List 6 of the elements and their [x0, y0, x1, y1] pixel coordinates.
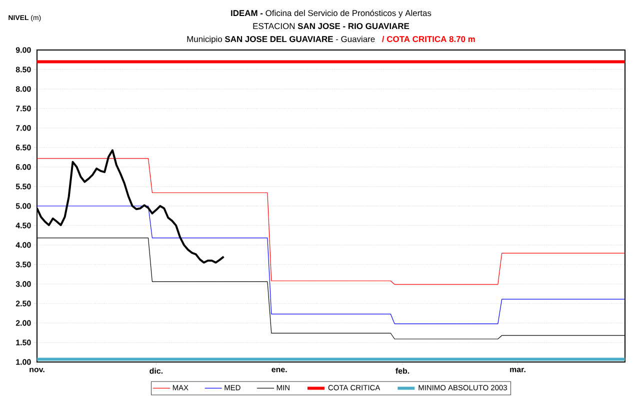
- text: / COTA CRITICA 8.70 m: [382, 36, 475, 42]
- line-series: [37, 158, 626, 285]
- line-series: [37, 206, 626, 324]
- text: Municipio SAN JOSE DEL GUAVIARE - Guaviare: [187, 36, 375, 44]
- chart-title: IDEAM - Oficina del Servicio de Pronósticos y Alertas: [231, 10, 432, 18]
- chart-subtitle: ESTACION SAN JOSE - RIO GUAVIARE: [253, 23, 410, 30]
